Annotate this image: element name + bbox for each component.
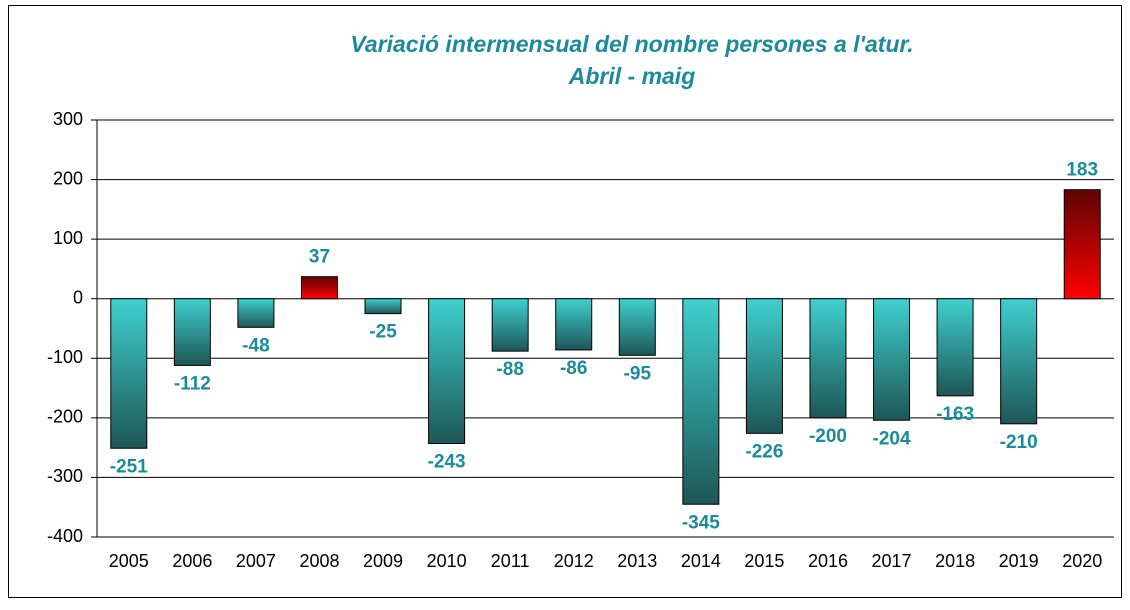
x-tick-label: 2010	[427, 551, 467, 571]
x-tick-label: 2007	[236, 551, 276, 571]
value-label: -25	[369, 322, 397, 343]
value-label: -204	[873, 428, 911, 449]
x-tick-label: 2006	[172, 551, 212, 571]
value-label: -163	[936, 404, 974, 425]
value-label: -95	[624, 363, 652, 384]
value-label: -226	[745, 441, 783, 462]
bar	[300, 276, 338, 300]
value-label: -48	[242, 335, 269, 356]
value-label: -251	[110, 456, 148, 477]
bar	[809, 298, 847, 419]
chart-title: Variació intermensual del nombre persone…	[350, 31, 913, 57]
x-tick-label: 2011	[491, 551, 530, 571]
y-tick-label: -200	[47, 407, 83, 427]
bar	[1000, 298, 1038, 425]
bar	[873, 298, 911, 421]
bar	[936, 298, 974, 397]
y-tick-label: 100	[53, 228, 83, 248]
value-label: 37	[309, 247, 330, 268]
bar	[428, 298, 466, 444]
value-label: -86	[560, 358, 587, 379]
x-tick-label: 2008	[299, 551, 339, 571]
value-label: -112	[174, 373, 211, 394]
bar	[555, 298, 593, 351]
y-tick-label: -100	[47, 347, 83, 367]
y-tick-label: -400	[47, 526, 83, 546]
bar	[364, 298, 402, 315]
y-tick-label: -300	[47, 466, 83, 486]
bar	[491, 298, 529, 352]
chart-subtitle: Abril - maig	[568, 63, 696, 89]
value-label: -243	[428, 451, 466, 472]
x-tick-label: 2015	[744, 551, 784, 571]
x-tick-label: 2005	[109, 551, 149, 571]
bar	[1063, 189, 1101, 300]
bar	[110, 298, 148, 449]
x-tick-label: 2017	[872, 551, 912, 571]
x-tick-label: 2016	[808, 551, 848, 571]
x-tick-label: 2013	[617, 551, 657, 571]
x-tick-label: 2018	[935, 551, 975, 571]
y-tick-label: 200	[53, 168, 83, 188]
value-label: -200	[809, 426, 847, 447]
y-tick-label: 300	[53, 109, 83, 129]
bar	[618, 298, 656, 356]
bar	[237, 298, 275, 328]
value-label: -88	[496, 359, 523, 380]
bar	[173, 298, 211, 366]
x-tick-label: 2009	[363, 551, 403, 571]
value-label: -210	[1000, 432, 1038, 453]
x-tick-label: 2012	[554, 551, 594, 571]
bar	[745, 298, 783, 434]
bar	[682, 298, 720, 505]
x-tick-label: 2020	[1062, 551, 1102, 571]
value-label: 183	[1066, 160, 1098, 181]
x-tick-label: 2014	[681, 551, 721, 571]
y-tick-label: 0	[73, 287, 83, 307]
x-tick-label: 2019	[999, 551, 1039, 571]
value-label: -345	[682, 512, 720, 533]
